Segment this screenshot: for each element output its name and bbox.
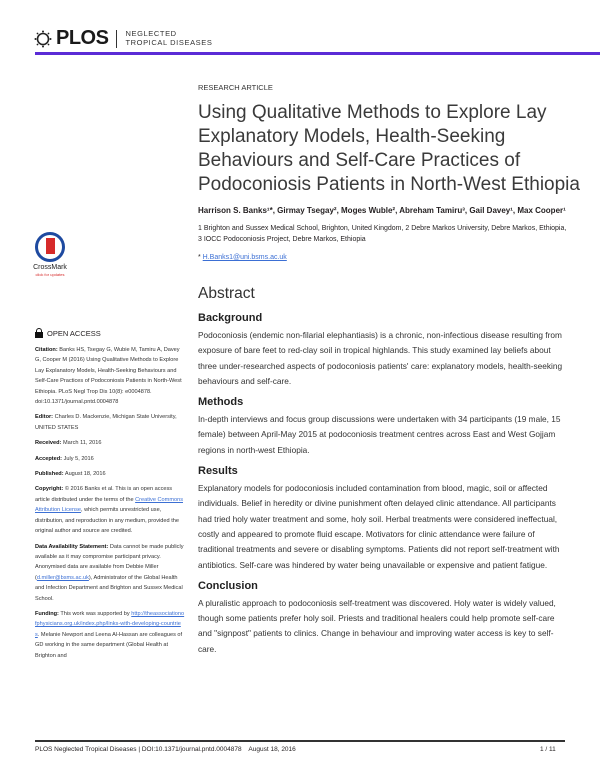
accepted-date: July 5, 2016	[62, 455, 94, 462]
received-date: March 11, 2016	[61, 440, 102, 447]
published: Published: August 18, 2016	[35, 469, 185, 479]
crossmark-label: CrossMark	[33, 264, 67, 271]
accepted: Accepted: July 5, 2016	[35, 454, 185, 464]
copyright-label: Copyright:	[35, 486, 64, 493]
copyright-text-end: , which permits unrestricted use, distri…	[35, 507, 179, 535]
abstract-heading: Abstract	[198, 285, 255, 302]
conclusion-heading: Conclusion	[198, 579, 258, 592]
citation-text: Banks HS, Tsegay G, Wubie M, Tamiru A, D…	[35, 347, 182, 406]
data-availability-text-end: ), Administrator of the Global Health an…	[35, 574, 183, 602]
brand-name: PLOS	[56, 27, 109, 49]
corresponding-email: * H.Banks1@uni.bsms.ac.uk	[198, 253, 578, 263]
abstract-body: Background Podoconiosis (endemic non-fil…	[198, 311, 570, 663]
accepted-label: Accepted:	[35, 455, 63, 462]
editor-label: Editor:	[35, 414, 54, 421]
conclusion-text: A pluralistic approach to podoconiosis s…	[198, 597, 556, 654]
results-heading: Results	[198, 465, 238, 478]
data-availability: Data Availability Statement: Data cannot…	[35, 542, 185, 604]
methods-text: In-depth interviews and focus group disc…	[198, 414, 561, 455]
open-access: OPEN ACCESS	[35, 328, 101, 338]
footer-rule	[35, 740, 565, 742]
journal-name-line-2: TROPICAL DISEASES	[125, 37, 213, 47]
article-type: RESEARCH ARTICLE	[198, 83, 273, 92]
received: Received: March 11, 2016	[35, 438, 185, 448]
funding-text-end: . Melanie Newport and Leena Al-Hassan ar…	[35, 631, 183, 659]
crossmark-icon	[35, 232, 65, 262]
license-link[interactable]: Creative Commons Attribution License	[35, 496, 183, 514]
copyright: Copyright: © 2016 Banks et al. This is a…	[35, 484, 185, 536]
journal-logo: PLOS NEGLECTED TROPICAL DISEASES	[34, 27, 212, 50]
background-text: Podoconiosis (endemic non-filarial eleph…	[198, 330, 563, 386]
page-number: 1 / 11	[540, 746, 556, 753]
citation: Citation: Banks HS, Tsegay G, Wubie M, T…	[35, 345, 185, 407]
published-date: August 18, 2016	[63, 471, 106, 478]
journal-name-line-1: NEGLECTED	[125, 29, 177, 38]
funding-label: Funding:	[35, 610, 59, 617]
article-title: Using Qualitative Methods to Explore Lay…	[198, 102, 580, 195]
data-availability-text: Data cannot be made publicly available a…	[35, 543, 184, 581]
crossmark-badge[interactable]: CrossMark click for updates	[30, 232, 70, 278]
crossmark-sublabel: click for updates	[35, 272, 65, 277]
main-column: RESEARCH ARTICLE Using Qualitative Metho…	[198, 83, 580, 663]
open-lock-icon	[35, 328, 43, 338]
citation-label: Citation:	[35, 347, 58, 353]
received-label: Received:	[35, 440, 62, 447]
editor-text: Charles D. Mackenzie, Michigan State Uni…	[35, 414, 177, 431]
copyright-text: © 2016 Banks et al. This is an open acce…	[35, 486, 173, 503]
email-marker: *	[198, 254, 203, 261]
email-link[interactable]: H.Banks1@uni.bsms.ac.uk	[202, 254, 287, 261]
funding-text: This work was supported by	[58, 610, 132, 617]
journal-name: NEGLECTED TROPICAL DISEASES	[125, 29, 213, 47]
methods-heading: Methods	[198, 396, 244, 409]
editor: Editor: Charles D. Mackenzie, Michigan S…	[35, 412, 185, 433]
results-text: Explanatory models for podoconiosis incl…	[198, 483, 560, 570]
funding: Funding: This work was supported by http…	[35, 609, 185, 661]
plos-globe-icon	[34, 30, 52, 47]
footer-citation: PLOS Neglected Tropical Diseases | DOI:1…	[35, 746, 296, 753]
published-label: Published:	[35, 471, 64, 478]
authors: Harrison S. Banks¹*, Girmay Tsegay², Mog…	[198, 206, 566, 215]
logo-divider	[116, 29, 118, 48]
funding-link[interactable]: http://theassociationofphysicians.org.uk…	[35, 610, 185, 638]
background-heading: Background	[198, 312, 263, 324]
open-access-label: OPEN ACCESS	[47, 328, 101, 338]
sidebar-metadata: Citation: Banks HS, Tsegay G, Wubie M, T…	[35, 345, 185, 666]
data-availability-label: Data Availability Statement:	[35, 543, 109, 550]
header-rule	[35, 52, 600, 55]
affiliations: 1 Brighton and Sussex Medical School, Br…	[198, 225, 567, 243]
data-email-link[interactable]: d.miller@bsms.ac.uk	[36, 574, 89, 581]
